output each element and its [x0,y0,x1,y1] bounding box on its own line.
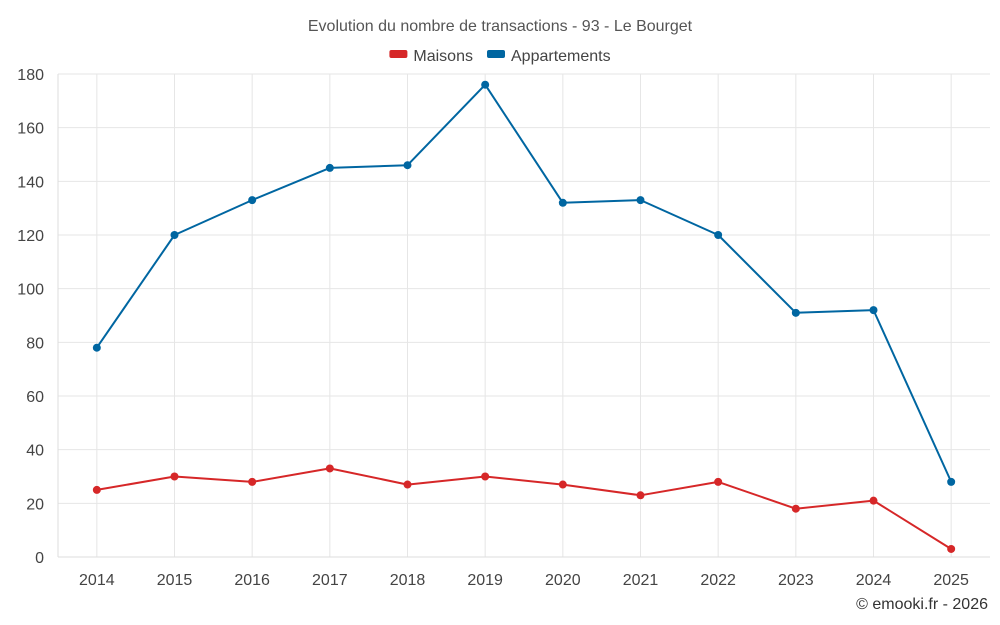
legend-swatch [389,50,408,58]
series-appartements [92,80,956,486]
data-point-appartements [714,231,723,239]
data-point-maisons [92,485,101,494]
series-maisons [92,464,956,553]
x-tick-label: 2024 [856,572,892,589]
data-point-appartements [248,196,257,205]
data-point-maisons [791,504,800,513]
data-point-maisons [403,480,412,489]
x-tick-label: 2022 [700,572,736,589]
data-point-appartements [170,231,179,239]
data-point-appartements [403,161,412,170]
data-point-maisons [558,480,567,489]
data-point-appartements [869,306,878,315]
x-tick-label: 2015 [157,572,193,589]
data-point-appartements [636,196,645,205]
data-point-maisons [481,472,490,481]
legend-item-appartements: Appartements [487,48,611,65]
data-point-maisons [714,477,723,486]
data-point-maisons [947,544,956,553]
x-tick-label: 2014 [79,572,115,589]
data-point-appartements [791,308,800,317]
data-point-appartements [947,477,956,486]
y-tick-label: 0 [35,550,44,567]
y-tick-label: 40 [26,443,44,460]
credit-text: © emooki.fr - 2026 [856,596,988,613]
series-line-appartements [95,83,953,483]
x-tick-label: 2020 [545,572,581,589]
y-tick-label: 60 [26,389,44,406]
data-point-maisons [869,496,878,505]
y-tick-label: 20 [26,496,44,513]
legend: Maisons Appartements [389,48,611,65]
series-layer [92,80,956,553]
y-tick-label: 140 [17,174,44,191]
y-tick-label: 120 [17,228,44,245]
data-point-appartements [481,80,490,89]
x-tick-label: 2019 [467,572,503,589]
y-tick-label: 160 [17,121,44,138]
data-point-maisons [636,491,645,500]
data-point-appartements [558,198,567,207]
y-tick-label: 80 [26,335,44,352]
x-tick-label: 2017 [312,572,348,589]
data-point-appartements [325,163,334,172]
x-tick-label: 2025 [933,572,969,589]
x-tick-label: 2023 [778,572,814,589]
legend-label: Maisons [413,48,473,65]
x-tick-label: 2018 [390,572,426,589]
legend-label: Appartements [511,48,611,65]
data-point-maisons [248,477,257,486]
x-tick-label: 2021 [623,572,659,589]
legend-item-maisons: Maisons [389,48,473,65]
y-tick-label: 100 [17,282,44,299]
grid [58,73,990,558]
chart-title: Evolution du nombre de transactions - 93… [308,18,693,35]
data-point-maisons [170,472,179,481]
x-tick-label: 2016 [234,572,270,589]
series-line-maisons [96,467,952,550]
data-point-maisons [325,464,334,473]
axes: 0 20 40 60 80 100 120 140 160 180 2014 2015 2016 2017… [17,67,990,589]
y-tick-label: 180 [17,67,44,84]
data-point-appartements [92,343,101,352]
legend-swatch [487,50,505,58]
